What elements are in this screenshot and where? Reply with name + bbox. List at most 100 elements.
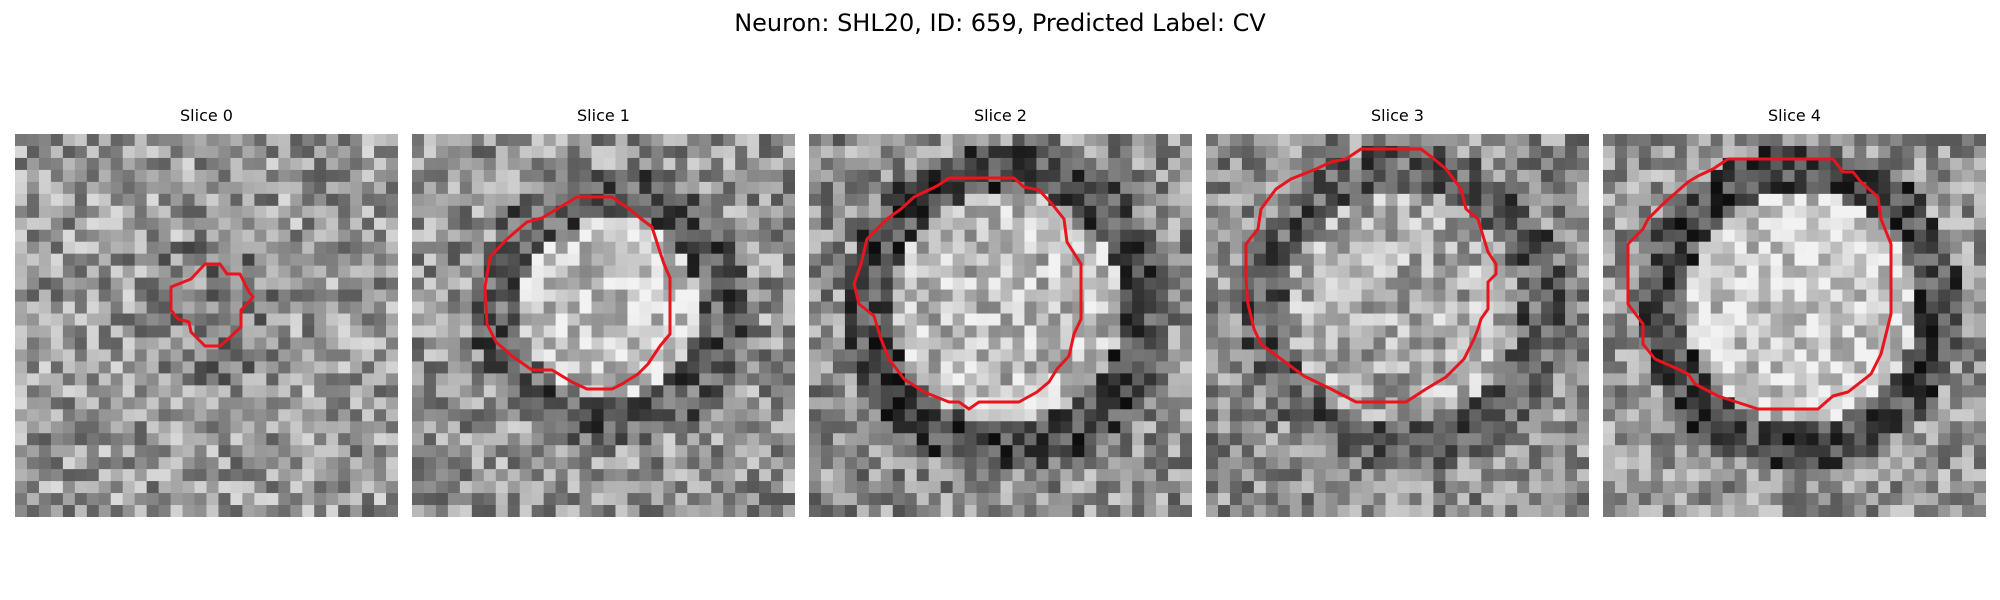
image-pixel: [1000, 421, 1014, 434]
image-pixel: [1421, 277, 1435, 291]
image-pixel: [783, 373, 795, 386]
image-pixel: [1770, 265, 1784, 279]
image-pixel: [1626, 445, 1640, 458]
image-pixel: [1529, 157, 1542, 171]
image-pixel: [1012, 337, 1026, 351]
image-pixel: [218, 445, 232, 458]
image-pixel: [567, 445, 581, 458]
image-pixel: [1421, 361, 1435, 374]
image-pixel: [50, 169, 64, 183]
image-pixel: [988, 134, 1002, 147]
image-pixel: [567, 265, 581, 279]
image-pixel: [1012, 134, 1026, 147]
image-pixel: [1060, 373, 1073, 386]
image-pixel: [1409, 265, 1423, 279]
image-pixel: [110, 397, 124, 410]
image-pixel: [495, 325, 509, 339]
image-pixel: [362, 505, 375, 517]
image-pixel: [627, 325, 641, 339]
image-pixel: [1529, 313, 1542, 327]
image-pixel: [447, 157, 461, 171]
image-pixel: [1120, 217, 1133, 231]
image-pixel: [278, 409, 291, 422]
image-pixel: [74, 289, 88, 303]
image-pixel: [1072, 505, 1085, 517]
image-pixel: [459, 241, 473, 255]
image-pixel: [820, 313, 834, 327]
image-pixel: [519, 241, 533, 255]
image-pixel: [74, 457, 88, 470]
image-pixel: [1517, 337, 1530, 351]
image-pixel: [182, 457, 196, 470]
image-pixel: [1265, 361, 1279, 374]
image-pixel: [916, 373, 930, 386]
image-pixel: [1421, 493, 1435, 506]
image-pixel: [639, 397, 652, 410]
image-pixel: [170, 361, 184, 374]
image-pixel: [1277, 217, 1291, 231]
image-pixel: [230, 445, 244, 458]
image-pixel: [1890, 229, 1903, 243]
image-pixel: [350, 217, 363, 231]
image-pixel: [314, 205, 327, 219]
image-pixel: [1012, 229, 1026, 243]
image-pixel: [50, 241, 64, 255]
image-pixel: [206, 373, 220, 386]
image-pixel: [892, 481, 906, 494]
image-pixel: [591, 349, 605, 363]
image-pixel: [38, 277, 52, 291]
image-pixel: [146, 349, 160, 363]
image-pixel: [314, 134, 327, 147]
image-pixel: [386, 325, 398, 339]
image-pixel: [134, 157, 148, 171]
image-pixel: [916, 445, 930, 458]
image-pixel: [182, 421, 196, 434]
image-pixel: [302, 445, 315, 458]
image-pixel: [86, 493, 100, 506]
image-pixel: [1950, 301, 1963, 315]
image-pixel: [1024, 157, 1038, 171]
image-pixel: [1217, 134, 1231, 147]
image-pixel: [122, 217, 136, 231]
image-pixel: [1517, 505, 1530, 517]
image-pixel: [1722, 349, 1736, 363]
image-pixel: [1060, 385, 1073, 398]
image-pixel: [1096, 349, 1109, 363]
image-pixel: [759, 193, 772, 207]
image-pixel: [1313, 181, 1327, 195]
image-pixel: [771, 289, 784, 303]
image-pixel: [170, 134, 184, 147]
image-pixel: [820, 289, 834, 303]
image-pixel: [809, 493, 822, 506]
image-pixel: [50, 301, 64, 315]
image-pixel: [1902, 134, 1915, 147]
image-pixel: [1866, 145, 1879, 159]
image-pixel: [1481, 193, 1494, 207]
image-pixel: [759, 349, 772, 363]
image-pixel: [447, 481, 461, 494]
image-pixel: [1433, 134, 1446, 147]
image-pixel: [158, 361, 172, 374]
image-pixel: [1481, 469, 1494, 482]
image-pixel: [820, 457, 834, 470]
image-pixel: [1012, 157, 1026, 171]
image-pixel: [519, 397, 533, 410]
image-pixel: [495, 217, 509, 231]
image-pixel: [747, 181, 760, 195]
image-pixel: [868, 445, 882, 458]
image-pixel: [1962, 301, 1975, 315]
image-pixel: [98, 313, 112, 327]
image-pixel: [1421, 409, 1435, 422]
slice-title: Slice 3: [1371, 106, 1424, 125]
image-pixel: [326, 301, 339, 315]
image-pixel: [1433, 205, 1446, 219]
image-pixel: [988, 265, 1002, 279]
image-pixel: [1277, 134, 1291, 147]
image-pixel: [459, 169, 473, 183]
image-pixel: [1626, 265, 1640, 279]
image-pixel: [1313, 229, 1327, 243]
image-pixel: [1325, 457, 1339, 470]
image-pixel: [940, 217, 954, 231]
image-pixel: [1710, 421, 1724, 434]
image-pixel: [916, 433, 930, 446]
